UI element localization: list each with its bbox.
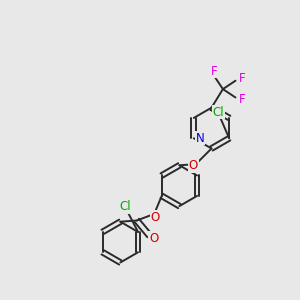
Text: O: O	[149, 232, 158, 245]
Text: F: F	[239, 93, 245, 106]
Text: N: N	[196, 132, 204, 145]
Text: O: O	[150, 211, 160, 224]
Text: F: F	[239, 72, 245, 85]
Text: Cl: Cl	[213, 106, 224, 119]
Text: F: F	[211, 64, 217, 78]
Text: Cl: Cl	[120, 200, 131, 213]
Text: O: O	[189, 159, 198, 172]
